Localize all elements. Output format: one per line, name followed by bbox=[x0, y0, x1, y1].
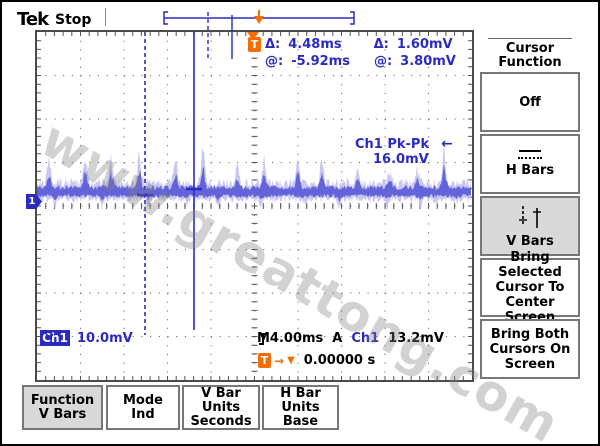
trigger-position-icon bbox=[247, 32, 259, 40]
delta-volt-label: Δ: bbox=[373, 37, 389, 52]
trigger-source: Ch1 bbox=[351, 331, 380, 346]
trigger-position-readout: T → ▼ 0.00000 s bbox=[258, 353, 375, 368]
at-volt-label: @: bbox=[373, 54, 393, 69]
at-time-value: -5.92ms bbox=[291, 54, 350, 69]
measurement-readout: Ch1 Pk-Pk ← bbox=[355, 136, 453, 152]
left-arrow-icon: ← bbox=[441, 136, 453, 152]
ac-coupling-icon bbox=[40, 331, 54, 339]
delta-time-label: Δ: bbox=[265, 37, 281, 52]
record-trigger-stem bbox=[258, 10, 260, 17]
trigger-level: 13.2mV bbox=[388, 331, 444, 346]
menu-button-bring-selected-cursor[interactable]: Bring Selected Cursor To Center Screen bbox=[480, 250, 580, 325]
graticule-display: T Δ: 4.48ms Δ: 1.60mV @: -5.92ms @: 3.80… bbox=[35, 30, 474, 382]
cursor-readout-row2: @: -5.92ms @: 3.80mV bbox=[265, 54, 456, 69]
delta-volt-value: 1.60mV bbox=[396, 37, 453, 52]
bottom-button-h-bar-units[interactable]: H Bar Units Base bbox=[262, 385, 339, 430]
horizontal-trigger-readout: M4.00ms A Ch1 13.2mV bbox=[257, 331, 444, 346]
arrow-right-icon: → bbox=[274, 353, 285, 368]
trigger-mode: A bbox=[332, 331, 343, 346]
menu-button-off[interactable]: Off bbox=[480, 72, 580, 132]
grid-ticks bbox=[37, 32, 472, 380]
trigger-position-value: 0.00000 s bbox=[303, 353, 376, 368]
record-trigger-marker-icon bbox=[254, 16, 264, 24]
channel-scale: 10.0mV bbox=[77, 330, 133, 346]
record-bracket-right bbox=[350, 11, 355, 25]
menu-button-bring-both-cursors[interactable]: Bring Both Cursors On Screen bbox=[480, 319, 580, 379]
channel-readout: Ch1 10.0mV bbox=[40, 330, 133, 346]
trigger-t-icon: T bbox=[258, 353, 271, 368]
measurement-value: 16.0mV bbox=[373, 152, 429, 167]
v-bars-icon bbox=[519, 205, 541, 228]
menu-title-line bbox=[488, 38, 572, 39]
measurement-title: Ch1 Pk-Pk bbox=[355, 136, 430, 152]
h-bars-icon bbox=[518, 150, 542, 159]
at-time-label: @: bbox=[265, 54, 284, 69]
bottom-button-v-bar-units[interactable]: V Bar Units Seconds bbox=[182, 385, 260, 430]
at-volt-value: 3.80mV bbox=[400, 54, 456, 69]
trace-core bbox=[37, 163, 471, 202]
record-bracket-left bbox=[163, 11, 168, 25]
tek-logo: Tek bbox=[17, 9, 49, 30]
channel1-marker: 1 bbox=[26, 194, 42, 209]
channel-badge: Ch1 bbox=[40, 330, 70, 346]
delta-time-value: 4.48ms bbox=[288, 37, 342, 52]
header-separator bbox=[105, 8, 106, 26]
cursor-readout-row1: Δ: 4.48ms Δ: 1.60mV bbox=[265, 37, 453, 52]
acquisition-status: Stop bbox=[55, 12, 92, 28]
menu-title: Cursor Function bbox=[498, 41, 562, 70]
grid-dots bbox=[45, 40, 465, 373]
bottom-button-function[interactable]: Function V Bars bbox=[22, 385, 103, 430]
bottom-button-mode[interactable]: Mode Ind bbox=[106, 385, 180, 430]
rising-edge-icon bbox=[259, 333, 268, 345]
menu-button-h-bars[interactable]: H Bars bbox=[480, 134, 580, 194]
arrow-down-icon: ▼ bbox=[287, 355, 295, 366]
trigger-flag-icon: T bbox=[248, 37, 261, 52]
waveform-canvas bbox=[37, 32, 472, 380]
menu-button-v-bars[interactable]: V Bars bbox=[480, 196, 580, 256]
timebase-value: M4.00ms bbox=[257, 331, 324, 346]
